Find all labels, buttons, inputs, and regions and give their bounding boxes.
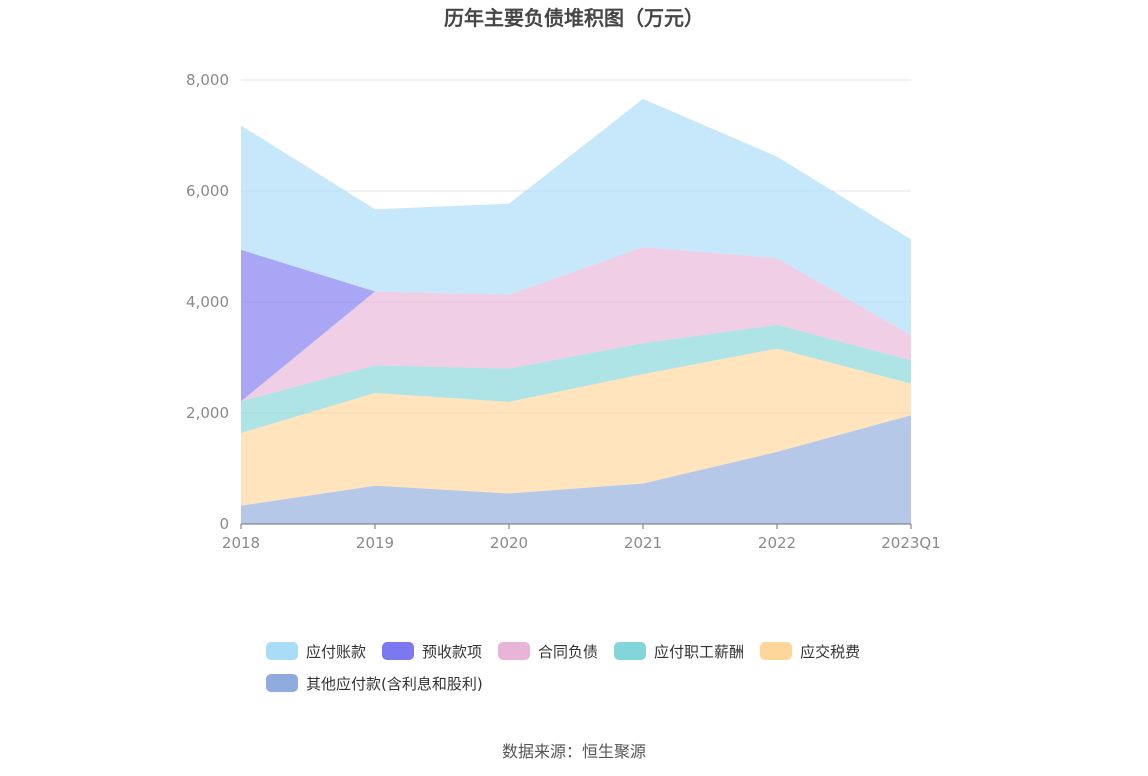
legend-swatch	[266, 674, 298, 692]
x-tick-label: 2022	[758, 534, 796, 552]
legend: 应付账款 预收款项 合同负债 应付职工薪酬 应交税费其他应付款(含利息和股利)	[266, 640, 906, 704]
chart-title: 历年主要负债堆积图（万元）	[444, 6, 704, 30]
area-series	[241, 98, 911, 524]
legend-swatch	[498, 642, 531, 660]
legend-item[interactable]: 应付账款	[266, 640, 366, 662]
x-tick-label: 2018	[222, 534, 260, 552]
x-tick-label: 2023Q1	[881, 534, 941, 552]
legend-item[interactable]: 合同负债	[498, 640, 598, 662]
legend-label: 预收款项	[422, 642, 483, 661]
legend-item[interactable]: 应付职工薪酬	[614, 640, 744, 662]
area-合同负债	[241, 247, 911, 402]
x-tick-label: 2020	[490, 534, 528, 552]
legend-swatch	[266, 642, 298, 660]
legend-swatch	[760, 642, 793, 660]
y-tick-label: 8,000	[186, 71, 229, 89]
y-tick-label: 0	[219, 515, 229, 533]
y-tick-label: 6,000	[186, 182, 229, 200]
legend-label: 其他应付款(含利息和股利)	[306, 674, 483, 693]
legend-item[interactable]: 其他应付款(含利息和股利)	[266, 672, 483, 694]
y-tick-label: 2,000	[186, 404, 229, 422]
legend-label: 应付账款	[306, 642, 367, 661]
source-note: 数据来源：恒生聚源	[501, 742, 646, 761]
legend-item[interactable]: 应交税费	[760, 640, 860, 662]
legend-label: 应交税费	[800, 642, 861, 661]
x-tick-label: 2019	[356, 534, 394, 552]
legend-label: 合同负债	[538, 642, 599, 661]
area-应付职工薪酬	[241, 324, 911, 433]
area-应付账款	[241, 98, 911, 336]
legend-swatch	[614, 642, 647, 660]
legend-swatch	[382, 642, 415, 660]
axes: 0 2,000 4,000 6,000 8,000 2018 2019 2020 2021 202…	[186, 71, 941, 552]
y-tick-label: 4,000	[186, 293, 229, 311]
area-其他应付款(含利息和股利)	[241, 415, 911, 524]
legend-item[interactable]: 预收款项	[382, 640, 482, 662]
area-应交税费	[241, 348, 911, 506]
x-tick-label: 2021	[624, 534, 662, 552]
chart-plot: 0 2,000 4,000 6,000 8,000 2018 2019 2020 2021 202…	[186, 71, 941, 552]
legend-label: 应付职工薪酬	[654, 642, 745, 661]
